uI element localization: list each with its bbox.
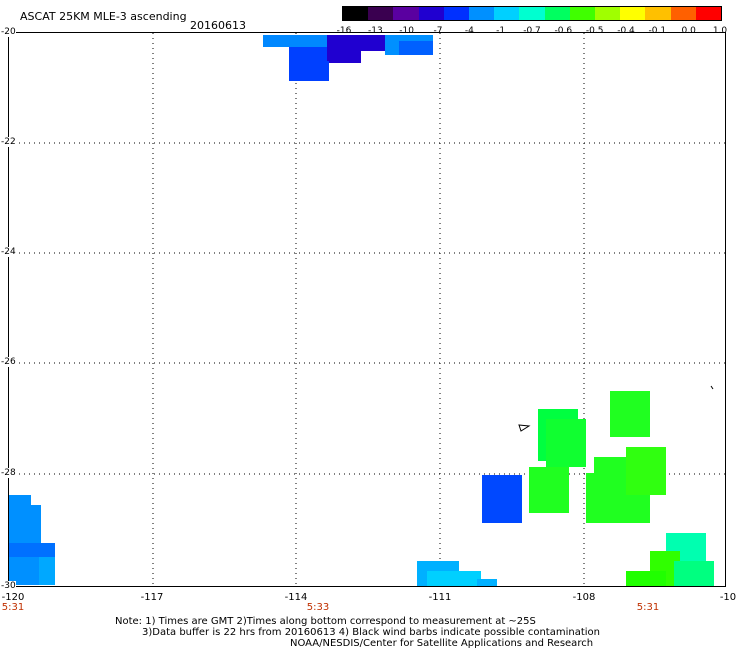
colorbar-swatch: [645, 7, 671, 20]
colorbar-tick-label: -13: [367, 26, 383, 36]
latitude-tick-label: -24: [1, 247, 16, 257]
colorbar-tick-label: -0.5: [585, 26, 604, 36]
note-line-2: 3)Data buffer is 22 hrs from 20160613 4)…: [142, 627, 600, 638]
colorbar-swatch: [695, 7, 722, 20]
map-title: ASCAT 25KM MLE-3 ascending: [20, 10, 187, 23]
data-cell: [610, 391, 650, 437]
data-cell: [529, 467, 569, 513]
colorbar-swatch: [544, 7, 570, 20]
colorbar-tick-label: -16: [336, 26, 352, 36]
data-cell: [626, 447, 666, 495]
map-gridlines: [9, 33, 725, 586]
latitude-tick-label: -28: [1, 468, 16, 478]
data-cell: [546, 419, 586, 467]
colorbar-tick-label: 0.0: [681, 26, 696, 36]
colorbar-tick-label: -0.1: [648, 26, 667, 36]
data-cell: [427, 571, 481, 586]
colorbar: [342, 6, 722, 21]
colorbar-swatch: [569, 7, 596, 20]
colorbar-tick-label: -0.7: [523, 26, 541, 36]
colorbar-tick-label: -10: [399, 26, 415, 36]
data-cell: [263, 35, 333, 47]
time-label: 5:31: [636, 602, 660, 613]
data-cell: [9, 543, 55, 557]
note-line-3: NOAA/NESDIS/Center for Satellite Applica…: [290, 638, 594, 649]
latitude-tick-label: -26: [1, 357, 16, 367]
data-cell: [626, 571, 666, 586]
colorbar-swatch: [343, 7, 369, 20]
data-cell: [482, 475, 522, 523]
latitude-tick-label: -20: [1, 27, 16, 37]
note-line-1: Note: 1) Times are GMT 2)Times along bot…: [115, 616, 536, 627]
map-date: 20160613: [190, 19, 246, 32]
colorbar-swatch: [393, 7, 419, 20]
data-cell: [289, 61, 329, 81]
latitude-tick-label: -22: [1, 137, 16, 147]
longitude-tick-label: -111: [428, 592, 452, 603]
map-plot-area: [8, 32, 726, 587]
colorbar-swatch: [443, 7, 470, 20]
colorbar-swatch: [494, 7, 520, 20]
longitude-tick-label: -10: [719, 592, 737, 603]
data-cell: [674, 561, 714, 586]
colorbar-swatch: [670, 7, 696, 20]
colorbar-tick-label: -0.4: [617, 26, 635, 36]
time-label: 5:31: [1, 602, 25, 613]
colorbar-tick-label: -0.6: [554, 26, 573, 36]
colorbar-tick-label: -7: [433, 26, 443, 36]
colorbar-swatch: [595, 7, 621, 20]
colorbar-swatch: [418, 7, 444, 20]
colorbar-swatch: [620, 7, 646, 20]
longitude-tick-label: -108: [572, 592, 596, 603]
data-cell: [477, 579, 497, 586]
longitude-tick-label: -117: [140, 592, 164, 603]
colorbar-swatch: [368, 7, 394, 20]
colorbar-tick-label: -1: [496, 26, 506, 36]
colorbar-tick-label: -4: [464, 26, 474, 36]
colorbar-tick-label: 1.0: [712, 26, 728, 36]
wind-barb-icon: [518, 424, 531, 432]
data-cell: [399, 41, 433, 55]
data-cell: [9, 495, 31, 585]
latitude-tick-label: -30: [1, 581, 16, 591]
longitude-tick-label: -114: [284, 592, 308, 603]
longitude-tick-label: -120: [1, 592, 25, 603]
colorbar-swatch: [519, 7, 545, 20]
data-cell: [327, 47, 361, 63]
colorbar-swatch: [469, 7, 495, 20]
time-label: 5:33: [306, 602, 330, 613]
